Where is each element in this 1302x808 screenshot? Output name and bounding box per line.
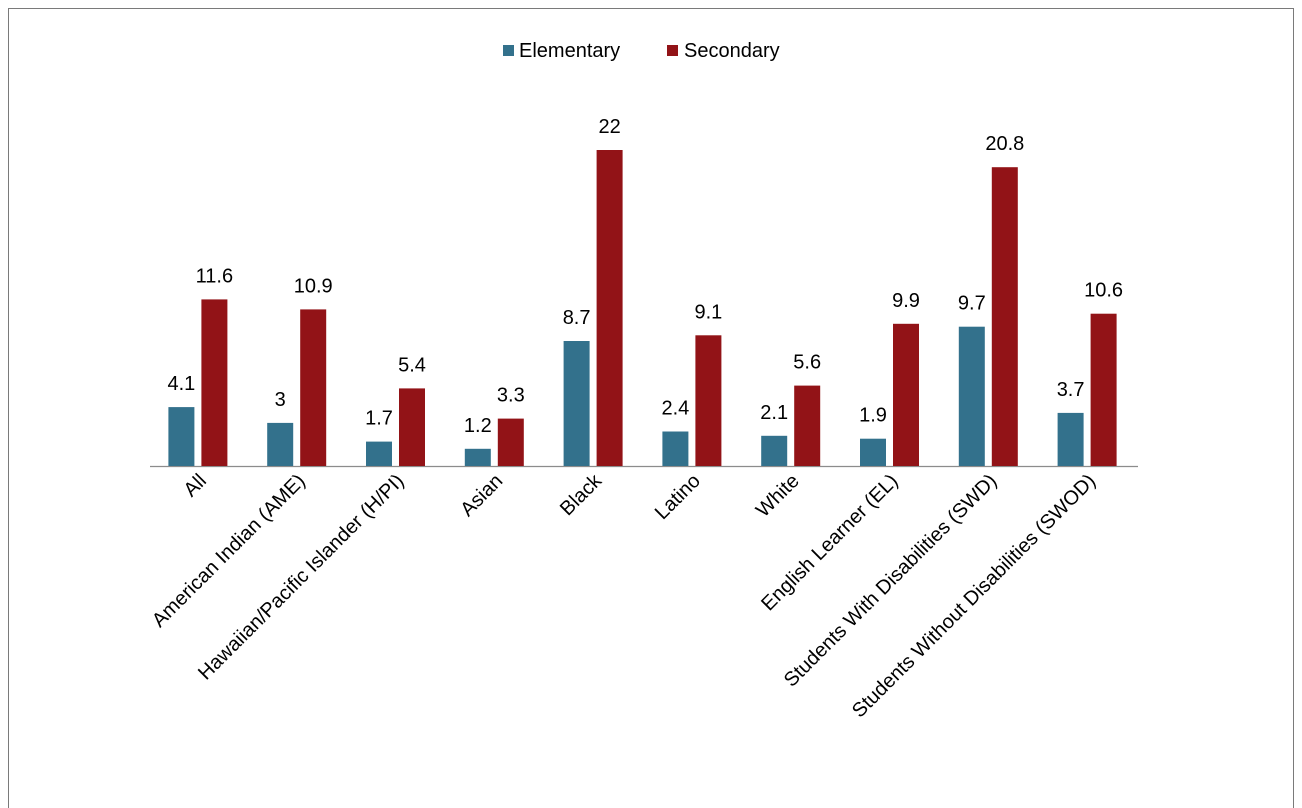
data-label-secondary-8: 20.8 <box>985 133 1024 155</box>
bar-elementary-7 <box>860 438 886 466</box>
bar-secondary-1 <box>300 309 327 466</box>
data-label-secondary-9: 10.6 <box>1084 280 1123 302</box>
data-labels-group: 4.1 11.6 3 10.9 1.7 5.4 1.23.3 8.7 22 2.4 9.1 2.1 5.… <box>167 116 1123 437</box>
data-label-secondary-6: 5.6 <box>793 352 821 374</box>
legend: Elementary Secondary <box>503 40 780 62</box>
data-label-secondary-2: 5.4 <box>398 354 426 376</box>
data-label-secondary-0: 11.6 <box>196 265 233 287</box>
data-label-elementary-2: 1.7 <box>365 408 393 430</box>
category-label-6: White <box>752 470 804 522</box>
legend-label-secondary: Secondary <box>684 40 780 62</box>
category-label-0: All <box>180 470 211 501</box>
bar-elementary-3 <box>464 448 491 466</box>
data-label-elementary-5: 2.4 <box>661 398 689 420</box>
bar-elementary-0 <box>168 407 195 466</box>
bar-secondary-4 <box>596 150 623 466</box>
category-label-5: Latino <box>651 470 705 524</box>
bar-secondary-6 <box>794 385 821 466</box>
legend-label-elementary: Elementary <box>519 40 620 62</box>
data-label-elementary-8: 9.7 <box>958 293 986 315</box>
bar-elementary-5 <box>662 431 689 466</box>
bars-group <box>168 150 1117 466</box>
bar-elementary-6 <box>761 435 788 466</box>
legend-swatch-secondary <box>667 45 678 56</box>
category-label-3: Asian <box>456 470 507 521</box>
data-label-secondary-5: 9.1 <box>694 301 722 323</box>
bar-elementary-4 <box>563 341 590 466</box>
legend-swatch-elementary <box>503 45 514 56</box>
bar-secondary-8 <box>991 167 1018 466</box>
bar-elementary-9 <box>1057 412 1084 466</box>
data-label-elementary-0: 4.1 <box>167 373 195 395</box>
data-label-secondary-3: 3.3 <box>497 385 525 407</box>
bar-elementary-1 <box>267 422 294 466</box>
data-label-secondary-1: 10.9 <box>294 275 333 297</box>
category-label-4: Black <box>556 469 607 520</box>
data-label-elementary-7: 1.9 <box>859 405 887 427</box>
category-label-8: Students With Disabilities (SWD) <box>780 470 1001 691</box>
bar-elementary-2 <box>366 441 392 466</box>
bar-secondary-2 <box>399 388 425 466</box>
bar-secondary-3 <box>497 418 524 466</box>
data-label-elementary-6: 2.1 <box>760 402 788 424</box>
data-label-secondary-4: 22 <box>598 116 620 138</box>
chart-frame <box>8 8 1294 808</box>
bar-elementary-8 <box>958 326 985 466</box>
bar-secondary-9 <box>1090 313 1117 466</box>
bar-secondary-0 <box>201 299 228 466</box>
data-label-secondary-7: 9.9 <box>892 290 920 312</box>
bar-secondary-5 <box>695 335 722 466</box>
data-label-elementary-9: 3.7 <box>1057 379 1085 401</box>
category-label-2: Hawaiian/Pacific Islander (H/PI) <box>194 470 408 684</box>
data-label-elementary-4: 8.7 <box>563 307 591 329</box>
data-label-elementary-3: 1.2 <box>464 415 492 437</box>
data-label-elementary-1: 3 <box>275 389 286 411</box>
bar-secondary-7 <box>893 323 919 466</box>
